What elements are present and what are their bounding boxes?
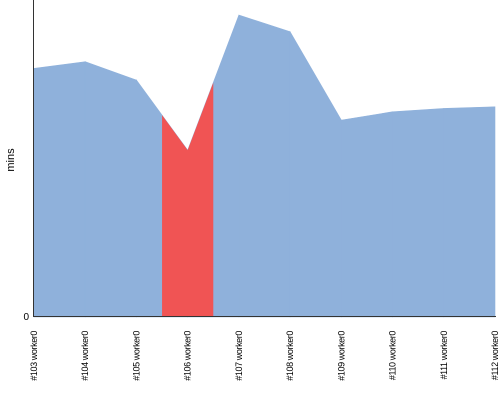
area-segment-6 [289, 30, 342, 318]
area-segment-2 [84, 61, 137, 318]
x-tick-labels: #103 worker0 #104 worker0 #105 worker0 #106… [29, 331, 500, 381]
area-segment-7 [341, 111, 393, 318]
area-segment-5 [238, 14, 291, 318]
x-tick-label-9: #111 worker0 [439, 331, 449, 380]
x-tick-label-1: #103 worker0 [29, 331, 39, 381]
x-tick-label-8: #110 worker0 [388, 331, 398, 380]
area-segment-8 [392, 108, 445, 318]
y-tick-label-0: 0 [23, 312, 29, 323]
y-axis-title: mins [5, 148, 17, 172]
area-series [33, 14, 496, 318]
x-tick-label-7: #109 worker0 [336, 331, 346, 381]
x-tick-label-2: #104 worker0 [80, 331, 90, 381]
x-tick-label-4: #106 worker0 [183, 331, 193, 381]
x-tick-label-6: #108 worker0 [285, 331, 295, 381]
x-tick-label-5: #107 worker0 [234, 331, 244, 381]
area-segment-9 [443, 106, 496, 318]
x-tick-label-3: #105 worker0 [131, 331, 141, 381]
x-tick-label-10: #112 worker0 [490, 331, 500, 380]
highlighted-area-segment [162, 82, 214, 317]
area-segment-1 [33, 61, 86, 318]
